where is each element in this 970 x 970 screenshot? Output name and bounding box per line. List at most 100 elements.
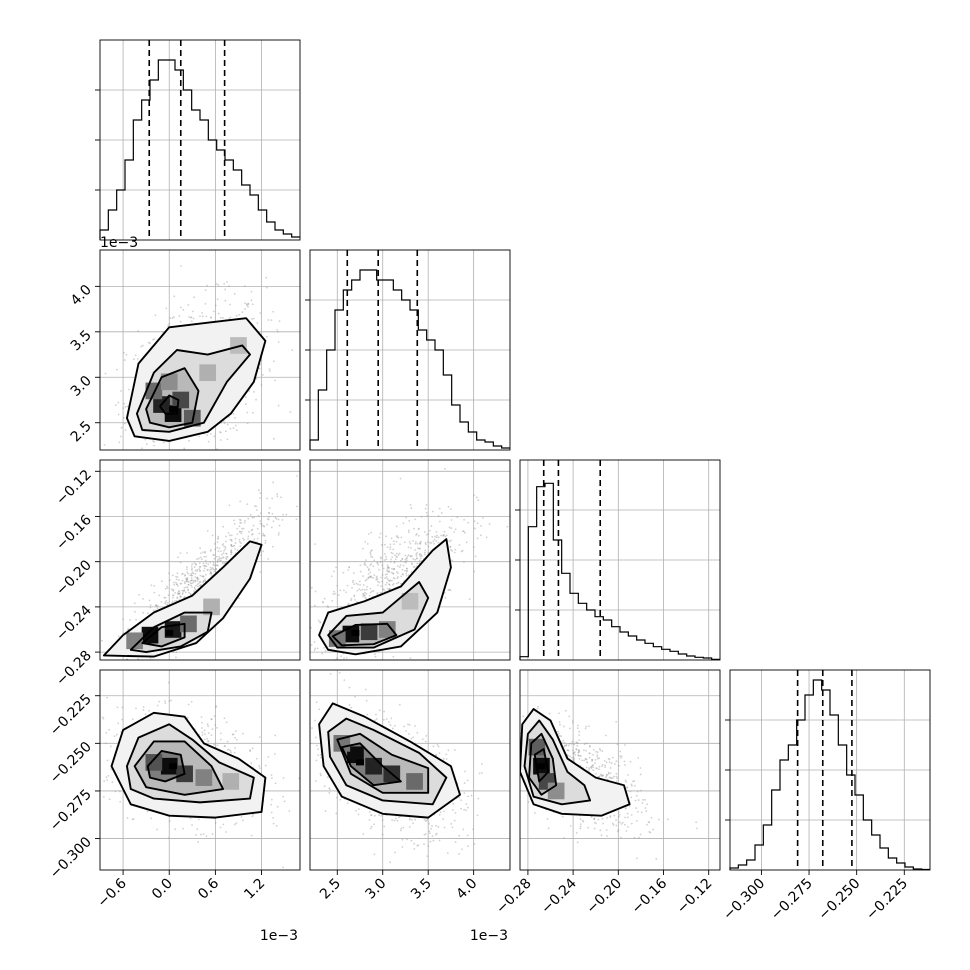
- scatter-point: [202, 575, 205, 578]
- scatter-point: [134, 354, 137, 357]
- scatter-point: [314, 780, 317, 782]
- scatter-point: [275, 517, 278, 520]
- scatter-point: [138, 593, 140, 596]
- scatter-point: [212, 563, 215, 566]
- scatter-point: [395, 582, 398, 585]
- scatter-point: [209, 550, 212, 552]
- scatter-point: [626, 773, 629, 776]
- scatter-point: [182, 590, 185, 593]
- scatter-point: [239, 519, 242, 522]
- scatter-point: [376, 561, 379, 564]
- scatter-point: [95, 739, 97, 741]
- scatter-point: [204, 580, 207, 582]
- scatter-point: [276, 805, 279, 808]
- scatter-point: [451, 809, 454, 811]
- scatter-point: [366, 542, 369, 545]
- scatter-point: [231, 545, 233, 548]
- scatter-point: [592, 753, 594, 756]
- scatter-point: [185, 474, 187, 476]
- scatter-point: [272, 520, 275, 523]
- density-peak: [169, 406, 178, 413]
- scatter-point: [141, 344, 144, 347]
- scatter-point: [278, 524, 281, 527]
- scatter-point: [601, 775, 603, 777]
- scatter-point: [364, 591, 366, 594]
- scatter-point: [346, 802, 349, 805]
- scatter-point: [359, 564, 362, 567]
- scatter-point: [222, 823, 225, 826]
- scatter-point: [368, 818, 371, 821]
- scatter-point: [409, 503, 412, 506]
- scatter-point: [183, 587, 186, 589]
- scatter-point: [280, 496, 282, 499]
- scatter-point: [210, 572, 212, 575]
- scatter-point: [289, 750, 291, 752]
- scatter-point: [190, 565, 193, 568]
- scatter-point: [318, 667, 320, 669]
- scatter-point: [466, 779, 469, 782]
- scatter-point: [224, 299, 227, 302]
- scatter-point: [368, 568, 370, 570]
- scatter-point: [568, 715, 571, 718]
- scatter-point: [449, 546, 452, 549]
- scatter-point: [405, 559, 408, 562]
- scatter-point: [190, 572, 193, 575]
- scatter-point: [591, 764, 594, 767]
- scatter-point: [271, 497, 274, 500]
- scatter-point: [231, 733, 234, 736]
- scatter-point: [405, 572, 408, 575]
- scatter-point: [209, 561, 212, 564]
- scatter-point: [101, 716, 104, 719]
- scatter-point: [201, 727, 203, 729]
- scatter-point: [392, 576, 395, 579]
- scatter-point: [406, 555, 409, 558]
- scatter-point: [427, 533, 430, 535]
- scatter-point: [273, 753, 276, 755]
- scatter-point: [594, 762, 596, 765]
- scatter-point: [123, 351, 125, 354]
- scatter-point: [108, 798, 111, 801]
- scatter-point: [274, 782, 277, 785]
- scatter-point: [218, 557, 221, 560]
- scatter-point: [390, 717, 393, 720]
- scatter-point: [415, 553, 418, 556]
- scatter-point: [582, 749, 585, 752]
- scatter-point: [223, 420, 225, 423]
- scatter-point: [353, 594, 356, 597]
- scatter-point: [256, 527, 259, 530]
- scatter-point: [595, 750, 597, 753]
- scatter-point: [363, 594, 366, 597]
- scatter-point: [183, 574, 186, 577]
- scatter-point: [247, 537, 249, 540]
- scatter-point: [102, 676, 104, 678]
- scatter-point: [388, 570, 390, 573]
- scatter-point: [223, 717, 226, 720]
- scatter-point: [614, 763, 616, 765]
- scatter-point: [289, 411, 292, 413]
- scatter-point: [168, 700, 171, 703]
- scatter-point: [403, 541, 406, 544]
- scatter-point: [392, 582, 395, 585]
- scatter-point: [399, 564, 402, 566]
- scatter-point: [217, 550, 220, 553]
- scatter-point: [610, 762, 613, 765]
- scatter-point: [464, 770, 466, 773]
- contour-line-1: [129, 611, 213, 654]
- scatter-point: [343, 589, 345, 592]
- scatter-point: [461, 848, 463, 851]
- scatter-point: [424, 740, 427, 743]
- scatter-point: [331, 698, 333, 700]
- scatter-point: [429, 840, 432, 843]
- scatter-point: [126, 817, 129, 820]
- scatter-point: [350, 597, 353, 600]
- scatter-point: [407, 546, 410, 549]
- scatter-point: [117, 401, 120, 404]
- scatter-point: [435, 833, 437, 836]
- scatter-point: [343, 657, 345, 660]
- scatter-point: [220, 557, 223, 560]
- scatter-point: [217, 284, 220, 286]
- scatter-point: [388, 571, 391, 573]
- scatter-point: [159, 473, 161, 475]
- scatter-point: [270, 803, 272, 806]
- scatter-point: [97, 707, 99, 709]
